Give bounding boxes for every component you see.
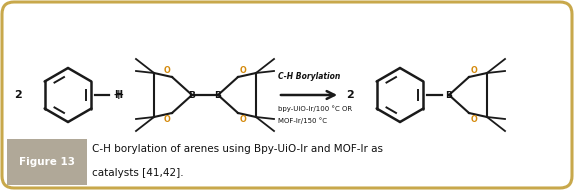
Text: O: O — [163, 66, 170, 75]
Text: catalysts [41,42].: catalysts [41,42]. — [92, 168, 183, 178]
Text: C-H Borylation: C-H Borylation — [278, 72, 340, 81]
Text: +: + — [112, 88, 124, 102]
Text: 2: 2 — [346, 90, 354, 100]
Text: O: O — [471, 115, 478, 124]
Text: B: B — [446, 90, 453, 100]
Text: MOF-Ir/150 °C: MOF-Ir/150 °C — [278, 117, 327, 124]
Text: O: O — [240, 66, 247, 75]
Text: B: B — [214, 90, 221, 100]
Text: O: O — [240, 115, 247, 124]
Text: O: O — [471, 66, 478, 75]
Text: O: O — [163, 115, 170, 124]
Text: C-H borylation of arenes using Bpy-UiO-Ir and MOF-Ir as: C-H borylation of arenes using Bpy-UiO-I… — [92, 144, 383, 154]
Text: bpy-UiO-Ir/100 °C OR: bpy-UiO-Ir/100 °C OR — [278, 105, 352, 112]
Text: 2: 2 — [14, 90, 22, 100]
FancyBboxPatch shape — [2, 2, 572, 188]
Text: Figure 13: Figure 13 — [19, 157, 75, 167]
FancyBboxPatch shape — [7, 139, 87, 185]
Text: H: H — [114, 90, 122, 100]
Text: B: B — [189, 90, 196, 100]
